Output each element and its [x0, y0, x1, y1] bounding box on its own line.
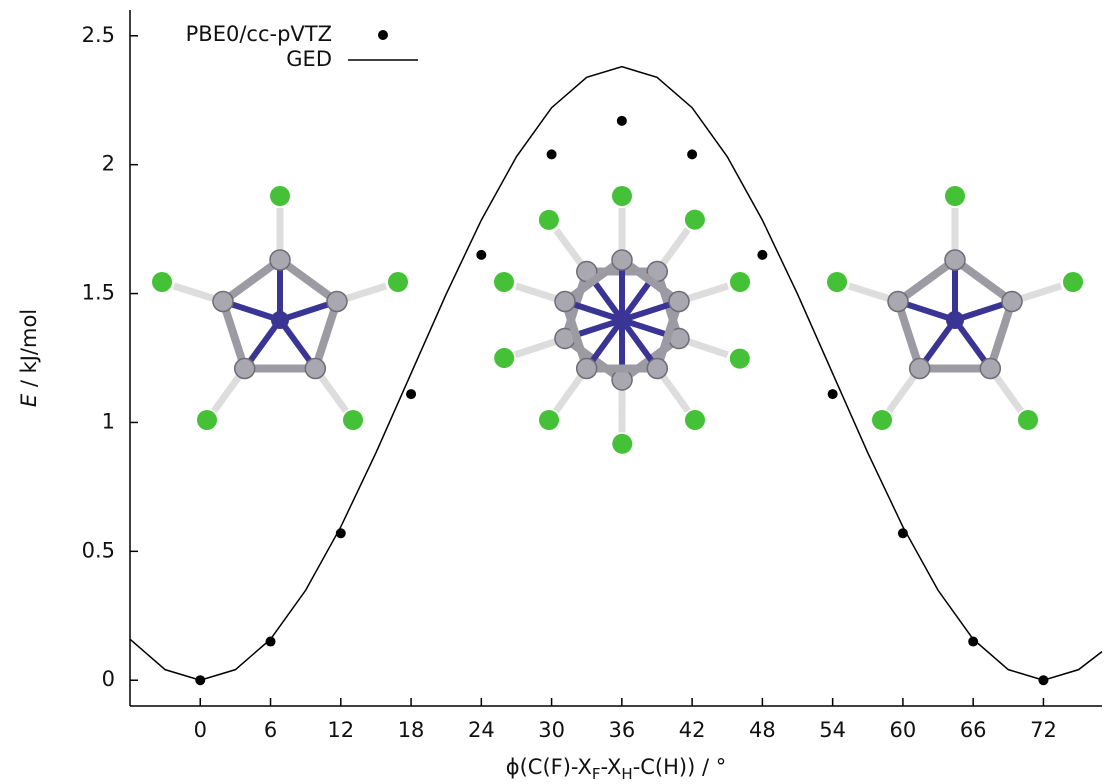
data-point: [687, 149, 697, 159]
x-tick-label: 54: [819, 718, 846, 742]
x-tick-label: 42: [679, 718, 706, 742]
legend-label: GED: [286, 47, 332, 71]
x-tick-label: 18: [398, 718, 425, 742]
legend-label: PBE0/cc-pVTZ: [186, 22, 332, 46]
y-tick-label: 0: [102, 667, 115, 691]
y-tick-label: 2: [102, 152, 115, 176]
x-tick-label: 6: [264, 718, 277, 742]
x-tick-label: 36: [608, 718, 635, 742]
x-tick-label: 12: [327, 718, 354, 742]
data-point: [757, 250, 767, 260]
y-tick-label: 1.5: [82, 281, 115, 305]
y-tick-label: 1: [102, 409, 115, 433]
data-point: [406, 389, 416, 399]
x-axis-label: ϕ(C(F)-XF-XH-C(H)) / °: [506, 755, 726, 783]
data-point: [828, 389, 838, 399]
chart: ϕ(C(F)-XF-XH-C(H)) / ° E / kJ/mol 061218…: [0, 0, 1104, 784]
x-tick-label: 30: [538, 718, 565, 742]
legend-marker: [378, 30, 388, 40]
x-tick-label: 66: [960, 718, 987, 742]
data-point: [617, 116, 627, 126]
molecule-image: [454, 136, 805, 484]
data-point: [547, 149, 557, 159]
x-tick-label: 48: [749, 718, 776, 742]
y-tick-label: 2.5: [82, 23, 115, 47]
molecule-image: [827, 186, 1083, 430]
data-point: [476, 250, 486, 260]
x-tick-label: 60: [890, 718, 917, 742]
x-tick-label: 72: [1030, 718, 1057, 742]
y-tick-label: 0.5: [82, 538, 115, 562]
molecule-image: [152, 186, 408, 430]
y-axis-label: E / kJ/mol: [17, 309, 41, 407]
x-tick-label: 24: [468, 718, 495, 742]
x-tick-label: 0: [194, 718, 207, 742]
